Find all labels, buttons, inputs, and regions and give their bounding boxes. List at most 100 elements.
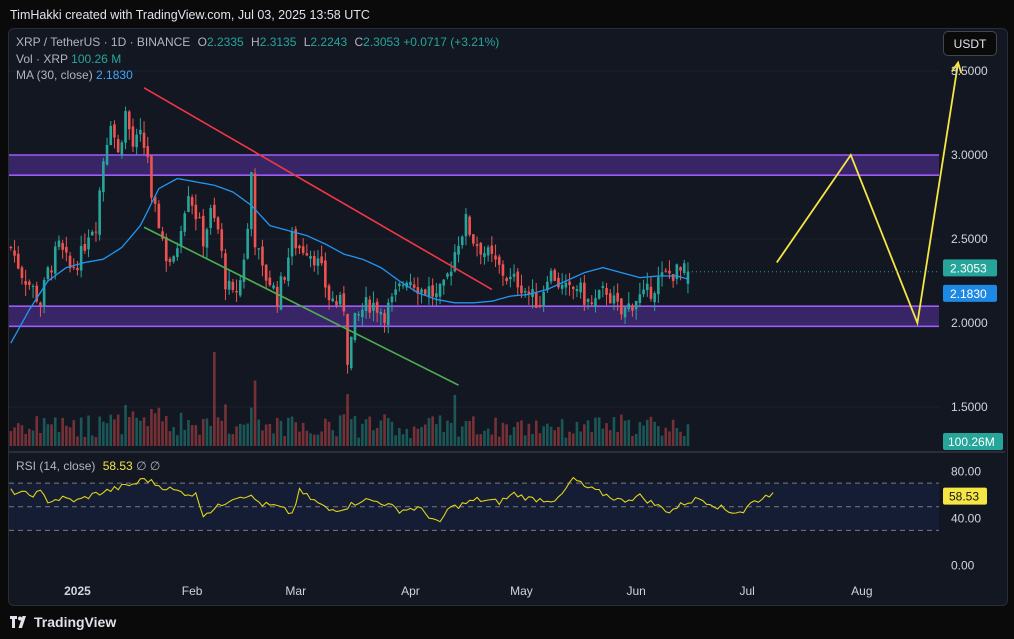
volume-bar [335,436,338,446]
volume-bar [346,394,349,446]
candle-body [272,285,275,289]
candle-body [427,286,431,297]
volume-bar [42,418,46,446]
volume-bar [398,428,401,446]
volume-bar [649,416,653,446]
volume-bar [272,433,275,446]
volume-bar [612,417,616,446]
volume-bar [287,417,290,446]
ma-price-label-box [943,284,997,302]
volume-bar [213,352,216,446]
candle-body [316,258,320,266]
volume-bar [571,433,575,446]
volume-bar [57,432,61,446]
candle-body [213,204,216,218]
candle-body [420,289,423,293]
candle-body [501,264,505,276]
volume-bar [483,430,486,446]
candle-body [142,132,146,148]
currency-button[interactable]: USDT [943,31,997,56]
candle-body [135,134,138,148]
volume-bar [357,437,360,446]
volume-bar [176,435,179,446]
candle-body [497,256,501,265]
volume-bar [105,423,109,446]
volume-bar [520,420,523,446]
rsi-value-box [943,487,987,505]
candle-body [679,267,682,271]
volume-bar [305,430,309,446]
candle-body [120,142,124,156]
volume-bar [675,428,679,446]
volume-bar [638,422,642,446]
candle-body [98,190,101,235]
volume-bar [386,417,390,446]
low-label: L [303,35,311,49]
close-value: 2.3053 [363,35,400,49]
ma-value: 2.1830 [96,68,133,82]
volume-bar [516,422,520,446]
volume-bar [390,421,394,446]
candle-body [253,173,257,248]
rsi-tick-label: 0.00 [951,559,975,573]
candle-body [375,301,379,313]
candle-body [150,155,153,198]
volume-bar [660,435,664,446]
volume-bar [320,431,323,446]
volume-bar [583,424,586,446]
candle-body [386,302,390,325]
time-tick-label: Aug [851,584,872,598]
volume-bar [283,436,286,446]
candle-body [24,280,27,285]
candle-body [568,281,571,286]
candle-body [464,214,468,237]
volume-bar [349,419,353,446]
volume-bar [61,417,64,446]
volume-bar [50,424,53,446]
volume-bar [423,424,427,446]
author-credit: TimHakki created with TradingView.com, J… [10,8,370,22]
volume-bar [475,434,479,446]
brand-name: TradingView [34,614,117,630]
candle-body [290,231,294,257]
chart-panel[interactable] [8,28,1008,606]
candle-body [542,291,545,307]
volume-bar [53,417,57,446]
top-bar: TimHakki created with TradingView.com, J… [0,0,1014,30]
candle-body [320,256,323,264]
candle-body [634,301,638,310]
volume-bar [253,380,257,446]
candle-body [627,303,631,310]
volume-bar [553,430,557,446]
volume-bar [298,431,301,446]
candle-body [294,229,298,249]
volume-bar [453,394,457,446]
price-tick-label: 1.5000 [951,400,988,414]
volume-label: Vol · XRP [16,51,68,66]
ma-label: MA (30, close) [16,68,93,82]
volume-bar [590,432,594,446]
support-zone [9,306,939,327]
volume-bar [616,432,619,446]
rsi-tick-label: 40.00 [951,512,981,526]
tradingview-logo-icon [10,616,26,628]
volume-bar [279,420,283,446]
time-tick-label: Mar [285,584,306,598]
candle-body [39,302,42,306]
candle-body [57,240,61,247]
time-tick-label: Jun [626,584,645,598]
candle-body [608,293,612,304]
candle-body [438,283,442,297]
candle-body [409,281,412,286]
volume-bar [20,425,24,446]
candle-body [227,280,231,290]
candle-body [638,294,642,303]
candle-body [520,285,523,294]
high-value: 2.3135 [259,35,297,49]
candle-body [279,276,283,310]
tradingview-brand[interactable]: TradingView [10,614,116,630]
high-label: H [251,35,260,49]
volume-bar [28,428,31,446]
volume-bar [235,426,238,446]
